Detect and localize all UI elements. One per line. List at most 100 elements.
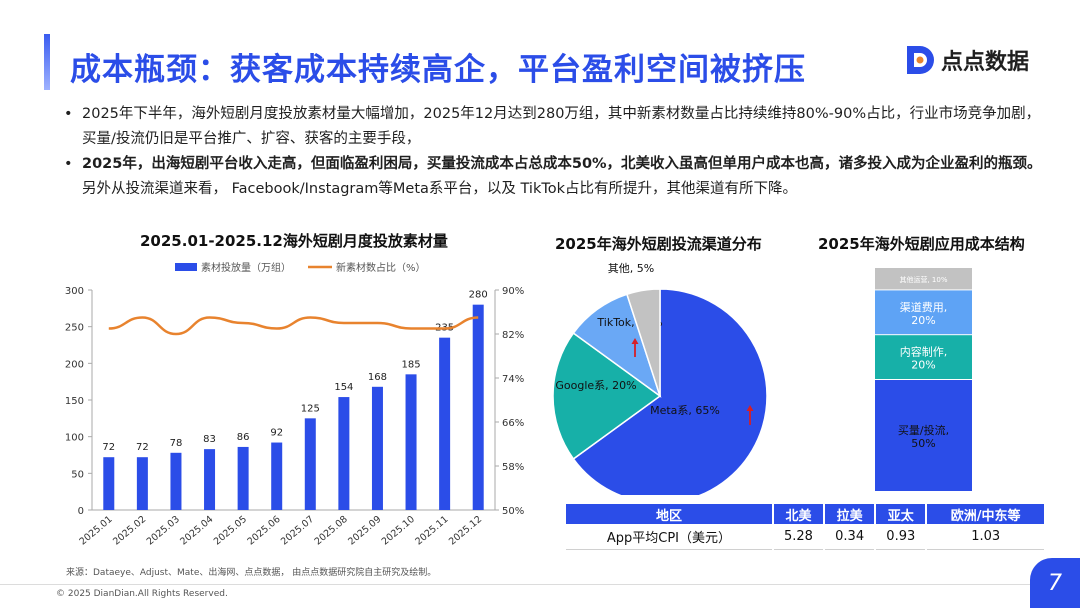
x-tick-label: 2025.02 <box>111 514 148 548</box>
bullet-list: 2025年下半年，海外短剧月度投放素材量大幅增加，2025年12月达到280万组… <box>62 102 1052 202</box>
pie-slice <box>552 332 662 460</box>
copyright-text: © 2025 DianDian.All Rights Reserved. <box>56 589 228 599</box>
y2-tick-label: 82% <box>502 330 524 341</box>
cpi-cell: 5.28 <box>772 524 826 550</box>
x-tick-label: 2025.06 <box>245 514 282 548</box>
trend-up-arrowhead <box>631 338 639 344</box>
cost-segment <box>875 290 972 335</box>
brand-logo: 点点数据 <box>905 44 1029 76</box>
x-tick-label: 2025.07 <box>279 514 316 548</box>
bar <box>136 457 148 510</box>
y-tick-label: 100 <box>65 433 84 444</box>
bar-value-label: 92 <box>270 428 283 439</box>
y-tick-label: 50 <box>71 469 84 480</box>
bar-chart-title: 2025.01-2025.12海外短剧月度投放素材量 <box>140 232 448 250</box>
x-tick-label: 2025.03 <box>145 514 182 548</box>
bar <box>439 337 451 510</box>
bar-value-label: 86 <box>237 432 250 443</box>
pie-slice <box>625 288 661 397</box>
bar <box>338 397 350 510</box>
pie-chart-title: 2025年海外短剧投流渠道分布 <box>555 235 762 253</box>
cost-segment <box>875 335 972 379</box>
bullet-bold-text: 2025年，出海短剧平台收入走高，但面临盈利困局，买量投流成本占总成本50%，北… <box>82 156 1042 172</box>
bar <box>371 386 383 510</box>
bullet-text: 2025年下半年，海外短剧月度投放素材量大幅增加，2025年12月达到280万组… <box>82 106 1041 147</box>
y-tick-label: 0 <box>78 506 84 517</box>
bar <box>271 442 283 510</box>
bullet-item: 2025年，出海短剧平台收入走高，但面临盈利困局，买量投流成本占总成本50%，北… <box>62 152 1052 202</box>
bar <box>103 457 115 510</box>
pie-slice-label: Google系, 20% <box>555 379 636 392</box>
source-note: 来源：Dataeye、Adjust、Mate、出海网、点点数据， 由点点数据研究… <box>66 568 437 578</box>
cost-segment-label: 渠道费用, 20% <box>900 300 948 327</box>
footer-divider <box>0 584 1030 585</box>
x-tick-label: 2025.09 <box>346 514 383 548</box>
x-tick-label: 2025.08 <box>313 514 350 548</box>
y2-tick-label: 90% <box>502 286 524 297</box>
cpi-cell: 0.34 <box>824 524 877 550</box>
bar-value-label: 78 <box>170 438 183 449</box>
bar <box>472 304 484 510</box>
legend-line-label: 新素材数占比（%） <box>336 261 426 274</box>
cost-segment <box>875 380 972 491</box>
bar-value-label: 280 <box>469 290 488 301</box>
cost-segment <box>875 268 972 290</box>
diandian-logo-icon <box>907 46 934 74</box>
cpi-row-label: App平均CPI（美元） <box>566 524 774 550</box>
bar-value-label: 185 <box>401 359 420 370</box>
channel-pie-chart: Meta系, 65%Google系, 20%TikTok, 10%其他, 5% <box>552 262 768 495</box>
x-tick-label: 2025.12 <box>447 514 484 548</box>
y2-tick-label: 58% <box>502 462 524 473</box>
monthly-material-chart: 素材投放量（万组） 新素材数占比（%） 0 50 100 150 200 250 300 50% 5… <box>65 261 524 548</box>
y-tick-label: 200 <box>65 359 84 370</box>
y-tick-label: 300 <box>65 286 84 297</box>
legend-bar-label: 素材投放量（万组） <box>201 261 291 274</box>
bar-value-label: 72 <box>136 442 149 453</box>
bar <box>237 446 249 510</box>
page-title: 成本瓶颈：获客成本持续高企，平台盈利空间被挤压 <box>70 52 806 88</box>
x-tick-label: 2025.11 <box>413 514 450 548</box>
cost-chart-title: 2025年海外短剧应用成本结构 <box>818 235 1025 253</box>
title-accent-bar <box>44 34 50 90</box>
cpi-table: 地区 北美 拉美 亚太 欧洲/中东等 App平均CPI（美元） 5.28 0.3… <box>566 504 1046 550</box>
trend-up-arrowhead <box>746 405 754 411</box>
cpi-header-region: 地区 <box>566 504 774 524</box>
logo-text: 点点数据 <box>941 50 1030 75</box>
bar-value-label: 72 <box>102 442 115 453</box>
cpi-header-europe-me: 欧洲/中东等 <box>926 504 1046 524</box>
cpi-header-north-america: 北美 <box>772 504 826 524</box>
cpi-cell: 0.93 <box>875 524 928 550</box>
cost-segment-label: 内容制作, 20% <box>900 345 948 372</box>
bullet-text: 另外从投流渠道来看， Facebook/Instagram等Meta系平台，以及… <box>82 181 797 197</box>
cost-structure-chart: 买量/投流, 50% 内容制作, 20% 渠道费用, 20% 其他运营, 10% <box>875 268 972 491</box>
bar-value-label: 125 <box>301 403 320 414</box>
y-tick-label: 150 <box>65 396 84 407</box>
bar-value-label: 168 <box>368 372 387 383</box>
cpi-cell: 1.03 <box>926 524 1046 550</box>
share-line <box>108 316 479 336</box>
pie-slice <box>572 288 768 495</box>
cpi-header-latin-america: 拉美 <box>824 504 877 524</box>
bar <box>170 452 182 510</box>
y2-tick-label: 66% <box>502 418 524 429</box>
pie-slice-label: 其他, 5% <box>608 262 654 275</box>
pie-slice-label: Meta系, 65% <box>650 404 720 417</box>
y2-tick-label: 74% <box>502 374 524 385</box>
bar <box>405 374 417 510</box>
bar-value-label: 154 <box>334 382 353 393</box>
page-number: 7 <box>1030 558 1080 608</box>
cost-segment-label: 其他运营, 10% <box>899 275 947 284</box>
bar <box>304 418 316 510</box>
x-tick-label: 2025.01 <box>78 514 115 548</box>
y2-tick-label: 50% <box>502 506 524 517</box>
table-row: App平均CPI（美元） 5.28 0.34 0.93 1.03 <box>566 524 1046 550</box>
bullet-item: 2025年下半年，海外短剧月度投放素材量大幅增加，2025年12月达到280万组… <box>62 102 1052 152</box>
bar-value-label: 83 <box>203 434 216 445</box>
x-tick-label: 2025.05 <box>212 514 249 548</box>
cpi-table-header-row: 地区 北美 拉美 亚太 欧洲/中东等 <box>566 504 1046 524</box>
cpi-header-asia-pacific: 亚太 <box>875 504 928 524</box>
x-tick-label: 2025.04 <box>178 514 215 548</box>
x-tick-label: 2025.10 <box>380 514 417 548</box>
bar <box>204 449 216 510</box>
cost-segment-label: 买量/投流, 50% <box>898 423 949 450</box>
